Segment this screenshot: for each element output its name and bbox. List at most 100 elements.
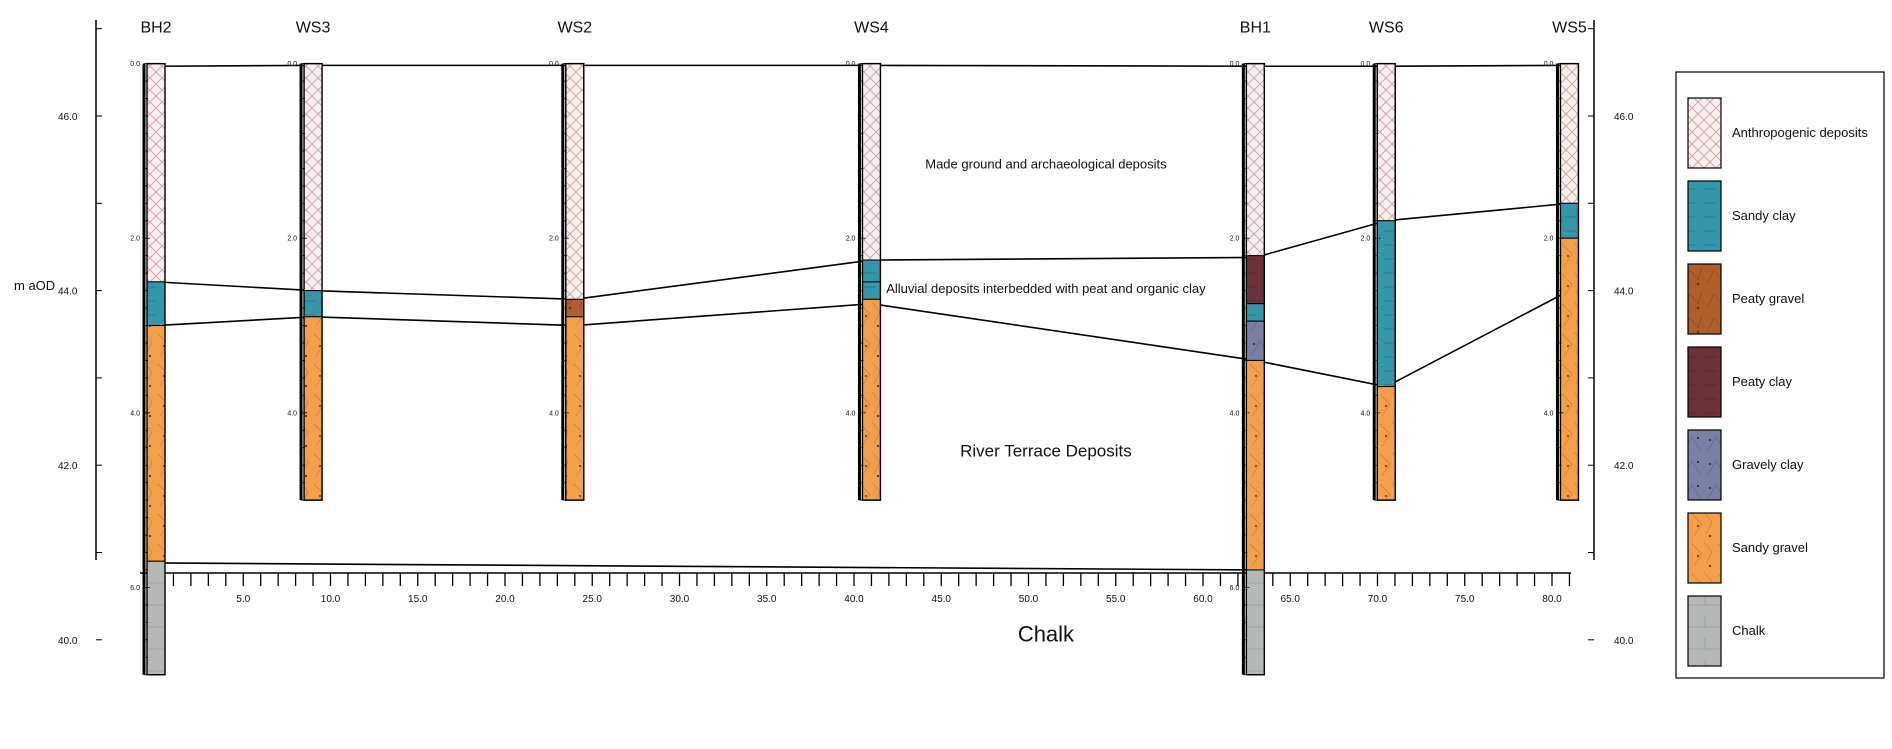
layer-sandy-gravel xyxy=(303,316,323,501)
x-tick-label: 65.0 xyxy=(1281,594,1301,605)
layer-anthropogenic xyxy=(146,63,166,283)
legend-item-peaty-gravel: Peaty gravel xyxy=(1687,263,1804,335)
layer-sandy-gravel xyxy=(1245,359,1265,571)
legend-label: Chalk xyxy=(1732,623,1766,638)
layer-sandy-clay xyxy=(1376,220,1396,388)
borehole-outline xyxy=(565,62,585,501)
y-tick-label: 46.0 xyxy=(58,112,78,123)
depth-tick-label: 6.0 xyxy=(1230,585,1240,592)
legend-item-sandy-gravel: Sandy gravel xyxy=(1687,512,1808,584)
borehole-outline xyxy=(1559,62,1580,501)
layer-sandy-clay xyxy=(146,281,166,327)
y-right-tick-label: 40.0 xyxy=(1614,636,1634,647)
annotation: River Terrace Deposits xyxy=(960,441,1132,460)
x-tick-label: 15.0 xyxy=(408,594,428,605)
y-tick-label: 42.0 xyxy=(58,461,78,472)
distance-axis: 0.05.010.015.020.025.030.035.040.045.050… xyxy=(140,572,1571,605)
left-elevation-axis: 46.0 44.0 42.0 40.0 m aOD xyxy=(14,20,102,647)
layer-sandy-gravel xyxy=(1559,237,1579,501)
layer-anthropogenic xyxy=(1376,63,1396,222)
y-right-tick-label: 42.0 xyxy=(1614,461,1634,472)
layer-sandy-clay xyxy=(861,259,881,283)
depth-tick-label: 4.0 xyxy=(287,410,297,417)
layer-anthropogenic xyxy=(861,63,881,261)
borehole-name: BH1 xyxy=(1240,20,1271,37)
x-tick-label: 5.0 xyxy=(236,594,250,605)
annotation: Made ground and archaeological deposits xyxy=(925,156,1167,171)
legend-items: Anthropogenic deposits Sandy clay Peaty gr… xyxy=(1687,97,1868,667)
depth-tick-label: 6.0 xyxy=(130,585,140,592)
depth-tick-label: 2.0 xyxy=(130,236,140,243)
legend-item-chalk: Chalk xyxy=(1687,595,1766,667)
x-tick-label: 40.0 xyxy=(844,594,864,605)
depth-tick-label: 0.0 xyxy=(130,61,140,68)
borehole-ws5: 0.0 2.0 4.0 WS5 xyxy=(1544,20,1587,501)
depth-tick-label: 0.0 xyxy=(1230,61,1240,68)
layer-sandy-gravel xyxy=(1376,386,1396,501)
layer-sandy-gravel xyxy=(861,298,881,501)
layer-peaty-clay xyxy=(1245,255,1265,305)
borehole-bh1: 0.0 2.0 4.0 6.0 BH1 xyxy=(1230,20,1271,676)
legend-label: Sandy gravel xyxy=(1732,540,1808,555)
depth-tick-label: 2.0 xyxy=(846,236,856,243)
x-tick-label: 60.0 xyxy=(1193,594,1213,605)
depth-tick-label: 0.0 xyxy=(846,61,856,68)
unit-annotations: Made ground and archaeological deposits A… xyxy=(886,156,1206,646)
legend-label: Peaty clay xyxy=(1732,374,1792,389)
borehole-name: BH2 xyxy=(140,20,171,37)
correlation-line xyxy=(155,562,1256,571)
x-tick-label: 25.0 xyxy=(583,594,603,605)
left-axis-ticks: 46.0 44.0 42.0 40.0 xyxy=(58,28,102,647)
x-tick-label: 80.0 xyxy=(1542,594,1562,605)
layer-peaty-gravel xyxy=(565,298,585,318)
depth-tick-label: 4.0 xyxy=(1230,410,1240,417)
depth-tick-label: 4.0 xyxy=(130,410,140,417)
depth-tick-label: 4.0 xyxy=(1544,410,1554,417)
borehole-bh2: 0.0 2.0 4.0 6.0 BH2 xyxy=(130,20,172,676)
layer-anthropogenic xyxy=(1559,63,1579,204)
borehole-name: WS2 xyxy=(557,20,592,37)
layer-sandy-clay xyxy=(303,290,323,318)
layer-anthropogenic xyxy=(1245,63,1265,257)
borehole-name: WS3 xyxy=(296,20,331,37)
depth-tick-label: 4.0 xyxy=(549,410,559,417)
x-tick-label: 35.0 xyxy=(757,594,777,605)
borehole-outline xyxy=(146,62,166,676)
borehole-name: WS4 xyxy=(854,20,889,37)
layer-sandy-clay xyxy=(1245,303,1265,322)
x-axis-ticks: 0.05.010.015.020.025.030.035.040.045.050… xyxy=(149,573,1571,605)
borehole-name: WS5 xyxy=(1552,20,1587,37)
legend-item-sandy-clay: Sandy clay xyxy=(1687,180,1796,252)
depth-tick-label: 2.0 xyxy=(1544,236,1554,243)
annotation: Alluvial deposits interbedded with peat … xyxy=(886,281,1206,296)
legend-label: Gravely clay xyxy=(1732,457,1804,472)
layer-sandy-gravel xyxy=(565,316,585,501)
layer-sandy-gravel xyxy=(146,325,166,562)
borehole-ws3: 0.0 2.0 4.0 WS3 xyxy=(287,20,330,501)
borehole-logs: 0.0 2.0 4.0 6.0 BH2 0.0 2.0 4.0 WS3 0.0 2.0 4.0 WS2 0… xyxy=(130,20,1587,676)
layer-chalk xyxy=(1245,569,1265,676)
legend-swatch xyxy=(1687,429,1722,501)
x-tick-label: 45.0 xyxy=(932,594,952,605)
layer-sandy-clay xyxy=(861,281,881,300)
borehole-ws4: 0.0 2.0 4.0 WS4 xyxy=(846,20,889,501)
borehole-ws6: 0.0 2.0 4.0 WS6 xyxy=(1360,20,1404,501)
legend-swatch xyxy=(1687,595,1722,667)
y-axis-unit-label: m aOD xyxy=(14,278,55,293)
depth-tick-label: 0.0 xyxy=(549,61,559,68)
borehole-outline xyxy=(303,62,323,501)
depth-tick-label: 2.0 xyxy=(1360,236,1370,243)
legend-label: Anthropogenic deposits xyxy=(1732,125,1868,140)
legend-swatch xyxy=(1687,180,1722,252)
depth-tick-label: 4.0 xyxy=(1360,410,1370,417)
legend-swatch xyxy=(1687,346,1722,418)
borehole-outline xyxy=(1245,62,1266,676)
depth-tick-label: 2.0 xyxy=(287,236,297,243)
right-axis-ticks: 46.0 44.0 42.0 40.0 xyxy=(1588,28,1634,647)
layer-anthropogenic xyxy=(565,63,585,300)
depth-tick-label: 4.0 xyxy=(846,410,856,417)
borehole-name: WS6 xyxy=(1369,20,1404,37)
legend: Anthropogenic deposits Sandy clay Peaty gr… xyxy=(1675,71,1885,679)
x-tick-label: 20.0 xyxy=(495,594,515,605)
